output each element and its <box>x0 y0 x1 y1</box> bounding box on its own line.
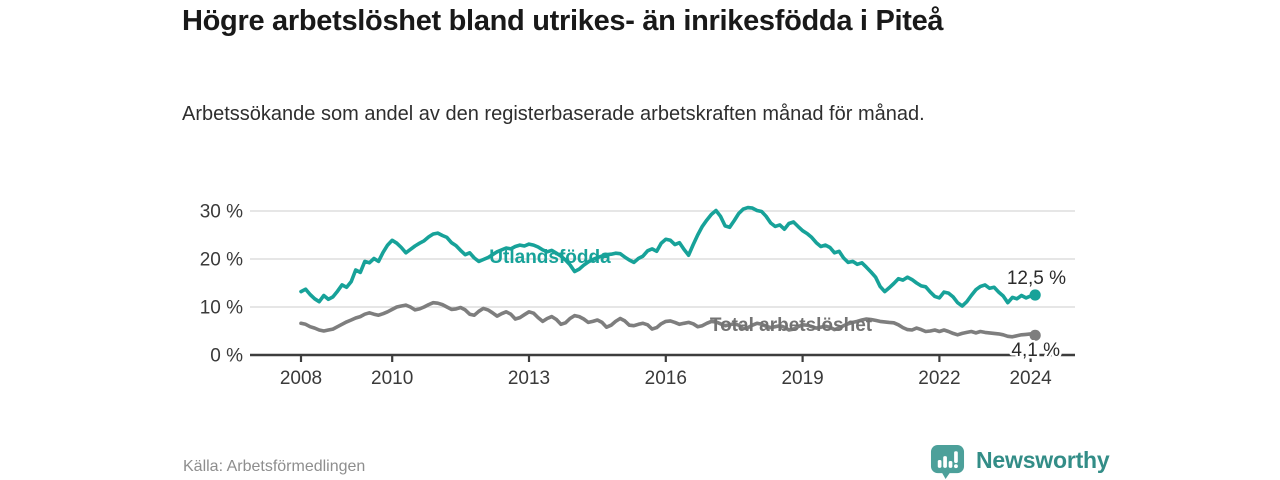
series-label-utlandsfodda: Utlandsfödda <box>489 247 611 268</box>
x-tick-label: 2010 <box>371 368 413 389</box>
end-value-label-total: 4,1 % <box>1011 340 1060 361</box>
newsworthy-bubble-chart-icon <box>930 444 965 480</box>
newsworthy-logo: Newsworthy <box>930 444 1110 480</box>
y-tick-label: 20 % <box>200 250 243 271</box>
series-line-1 <box>299 300 1037 339</box>
series-label-total-arbetsloshet: Total arbetslöshet <box>710 315 873 336</box>
series-end-dot-0 <box>1029 289 1041 301</box>
end-value-label-utlandsfodda: 12,5 % <box>1007 268 1066 289</box>
x-axis-tick-labels: 2008 2010 2013 2016 2019 2022 2024 <box>280 368 1052 389</box>
y-tick-label: 0 % <box>210 346 243 367</box>
newsworthy-wordmark: Newsworthy <box>976 446 1110 473</box>
x-tick-label: 2013 <box>508 368 550 389</box>
page-title: Högre arbetslöshet bland utrikes- än inr… <box>182 5 944 37</box>
y-axis-tick-labels: 0 % 10 % 20 % 30 % <box>200 202 243 367</box>
x-tick-label: 2022 <box>918 368 960 389</box>
gridlines <box>250 210 1075 308</box>
chart-subtitle: Arbetssökande som andel av den registerb… <box>182 103 925 125</box>
series-line-0 <box>299 205 1037 308</box>
source-note: Källa: Arbetsförmedlingen <box>183 458 366 475</box>
x-tick-label: 2024 <box>1009 368 1052 389</box>
series-lines <box>299 205 1041 341</box>
x-tick-label: 2008 <box>280 368 322 389</box>
series-end-dot-1 <box>1029 329 1041 341</box>
x-tick-label: 2016 <box>645 368 687 389</box>
x-axis <box>250 353 1075 362</box>
y-tick-label: 30 % <box>200 202 243 223</box>
y-tick-label: 10 % <box>200 298 243 319</box>
x-tick-label: 2019 <box>781 368 823 389</box>
